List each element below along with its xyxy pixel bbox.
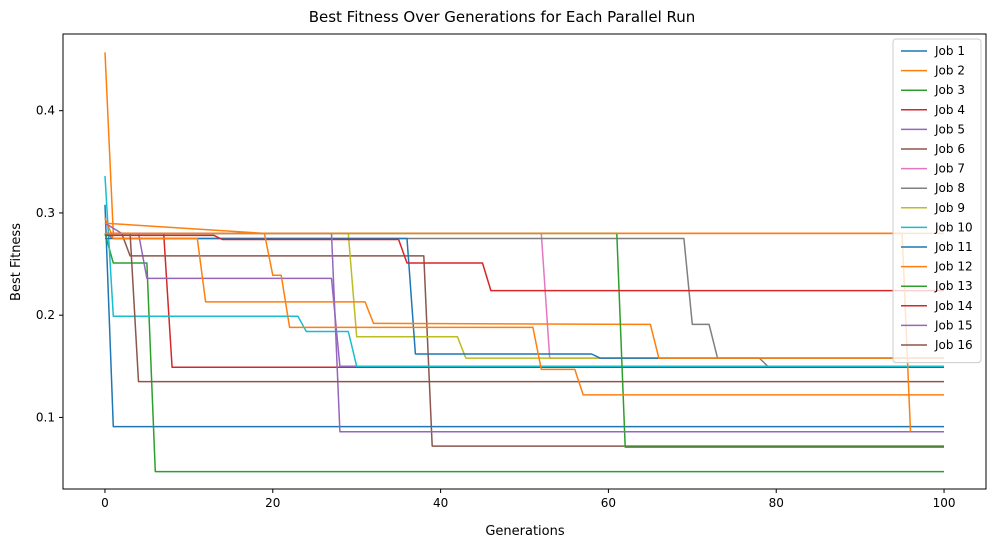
legend-label: Job 10	[934, 220, 973, 234]
legend-label: Job 3	[934, 83, 965, 97]
legend-label: Job 14	[934, 299, 973, 313]
legend-label: Job 5	[934, 122, 965, 136]
legend-label: Job 12	[934, 260, 973, 274]
y-tick-label: 0.2	[36, 308, 55, 322]
legend-label: Job 13	[934, 279, 973, 293]
series-line-8	[104, 232, 944, 368]
legend-label: Job 2	[934, 64, 965, 78]
series-line-13	[105, 232, 944, 448]
legend-label: Job 8	[934, 181, 965, 195]
x-tick-label: 60	[601, 496, 616, 510]
legend-label: Job 1	[934, 44, 965, 58]
x-tick-label: 20	[265, 496, 280, 510]
series-line-2	[104, 52, 944, 235]
series-line-1	[104, 204, 944, 428]
x-axis-label: Generations	[485, 524, 565, 539]
legend-box	[892, 38, 982, 364]
series-line-17	[104, 222, 944, 396]
y-axis-ticks: 0.1 0.2 0.3 0.4	[36, 104, 63, 424]
y-tick-label: 0.1	[36, 410, 55, 424]
legend-label: Job 11	[934, 240, 973, 254]
legend-label: Job 7	[934, 162, 965, 176]
series-line-11	[105, 237, 944, 359]
series-line-18	[105, 232, 912, 432]
series-line-6	[105, 232, 944, 447]
chart-title: Best Fitness Over Generations for Each P…	[309, 8, 696, 26]
y-tick-label: 0.4	[36, 104, 55, 118]
x-axis-ticks: 0 20 40 60 80 100	[101, 489, 955, 510]
x-tick-label: 0	[101, 496, 109, 510]
series-line-14	[105, 234, 944, 292]
legend: Job 1 Job 2 Job 3 Job 4 Job 5 Job 6 Job 7 Job 8…	[892, 38, 982, 364]
y-tick-label: 0.3	[36, 206, 55, 220]
x-tick-label: 40	[433, 496, 448, 510]
series-line-7	[105, 232, 944, 359]
legend-label: Job 16	[934, 338, 973, 352]
series-line-3	[104, 233, 944, 473]
x-tick-label: 80	[769, 496, 784, 510]
legend-label: Job 6	[934, 142, 965, 156]
series-line-12	[104, 217, 944, 359]
series-line-10	[104, 176, 944, 368]
series-line-4	[105, 232, 944, 369]
legend-label: Job 9	[934, 201, 965, 215]
legend-label: Job 15	[934, 318, 973, 332]
plot-frame	[62, 33, 987, 490]
series-line-5	[105, 232, 944, 368]
legend-label: Job 4	[934, 103, 965, 117]
series-line-9	[105, 232, 944, 359]
x-tick-label: 100	[933, 496, 956, 510]
plot-lines	[104, 52, 944, 473]
y-axis-label: Best Fitness	[9, 223, 24, 301]
